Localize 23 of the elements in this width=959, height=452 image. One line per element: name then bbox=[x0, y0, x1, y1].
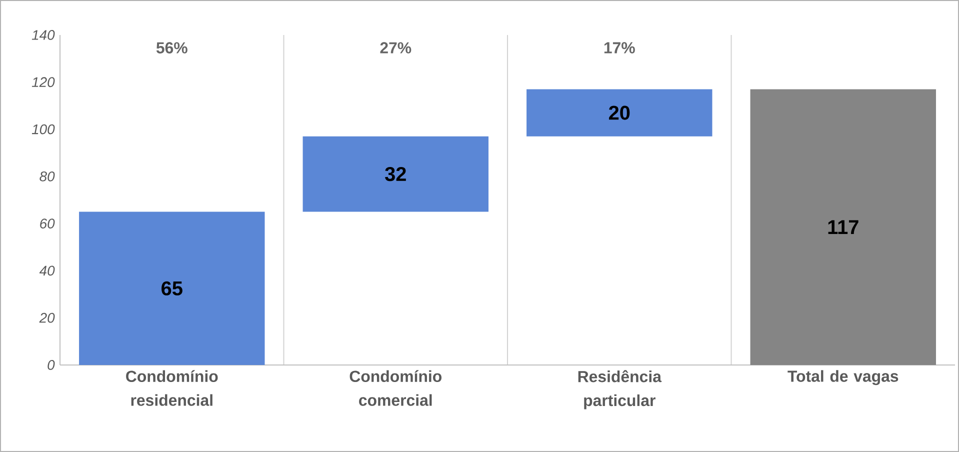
bar bbox=[526, 89, 712, 136]
y-tick-label: 80 bbox=[40, 171, 55, 182]
y-tick-label: 0 bbox=[48, 360, 55, 370]
data-label: 20 bbox=[608, 106, 630, 120]
data-label: 32 bbox=[385, 166, 406, 182]
x-tick-label: Condomínio residencial bbox=[126, 370, 218, 406]
y-tick-label: 20 bbox=[39, 312, 55, 323]
y-tick-label: 120 bbox=[32, 77, 55, 88]
y-tick-label: 60 bbox=[40, 218, 55, 228]
x-tick-label: Total de vagas bbox=[788, 370, 898, 386]
bar bbox=[79, 212, 265, 365]
y-tick-label: 40 bbox=[39, 266, 55, 276]
annotation: 56% bbox=[156, 42, 188, 54]
x-tick-label: Residência particular bbox=[578, 370, 662, 410]
bar bbox=[750, 89, 936, 365]
annotation: 17% bbox=[604, 42, 635, 54]
x-tick-label: Condomínio comercial bbox=[350, 370, 442, 406]
annotation: 27% bbox=[380, 42, 412, 54]
data-label: 117 bbox=[828, 220, 858, 234]
y-tick-label: 100 bbox=[32, 124, 55, 134]
y-tick-label: 140 bbox=[32, 30, 55, 40]
bar bbox=[302, 136, 488, 212]
data-label: 65 bbox=[162, 281, 182, 296]
